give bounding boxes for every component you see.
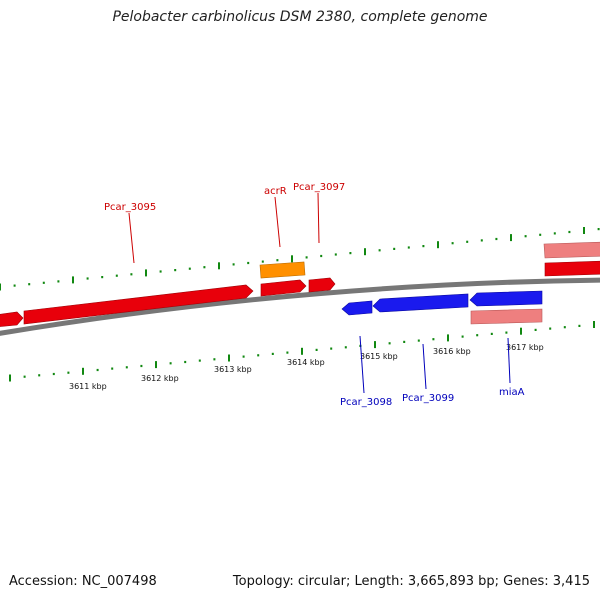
forward-label-leaders	[128, 192, 320, 264]
gene-arrow-pcar-3099[interactable]	[469, 290, 543, 307]
forward-genes	[0, 260, 600, 327]
gene-arrow-forward[interactable]	[0, 311, 24, 327]
scale-label: 3611 kbp	[69, 382, 107, 391]
genome-title: Pelobacter carbinolicus DSM 2380, comple…	[112, 9, 488, 25]
scale-labels: 3611 kbp 3612 kbp 3613 kbp 3614 kbp 3615…	[69, 343, 544, 391]
scale-label: 3617 kbp	[506, 343, 544, 352]
gene-label-pcar-3098[interactable]: Pcar_3098	[340, 397, 392, 408]
gene-arrow-pcar-3095[interactable]	[23, 284, 254, 325]
reverse-gene-labels: Pcar_3098 Pcar_3099 miaA	[340, 387, 525, 408]
reverse-genes	[341, 290, 543, 316]
chromosome-backbone	[0, 277, 600, 336]
forward-gene-labels: Pcar_3095 acrR Pcar_3097	[104, 182, 345, 213]
gene-block-acrr[interactable]	[259, 261, 306, 279]
scale-label: 3612 kbp	[141, 374, 179, 383]
gene-arrow-forward-right[interactable]	[544, 260, 600, 277]
gene-arrow-pcar-3097-a[interactable]	[260, 279, 307, 297]
lower-tick-ruler	[9, 321, 595, 382]
gene-label-acrr[interactable]: acrR	[264, 186, 287, 197]
gene-arrow-reverse-1[interactable]	[341, 300, 373, 316]
gene-block-pale-top-right[interactable]	[543, 241, 600, 259]
upper-tick-ruler	[0, 227, 600, 291]
gene-arrow-pcar-3098[interactable]	[372, 293, 469, 313]
gene-block-miaa[interactable]	[470, 308, 543, 325]
gene-label-pcar-3095[interactable]: Pcar_3095	[104, 202, 156, 213]
gene-label-pcar-3097[interactable]: Pcar_3097	[293, 182, 345, 193]
scale-label: 3616 kbp	[433, 347, 471, 356]
gene-label-miaa[interactable]: miaA	[499, 387, 525, 398]
gene-arrow-pcar-3097-b[interactable]	[308, 277, 336, 293]
accession-text: Accession: NC_007498	[9, 574, 157, 589]
scale-label: 3613 kbp	[214, 365, 252, 374]
reverse-label-leaders	[359, 335, 511, 394]
genome-summary-text: Topology: circular; Length: 3,665,893 bp…	[232, 574, 590, 589]
gene-label-pcar-3099[interactable]: Pcar_3099	[402, 393, 454, 404]
scale-label: 3614 kbp	[287, 358, 325, 367]
scale-label: 3615 kbp	[360, 352, 398, 361]
